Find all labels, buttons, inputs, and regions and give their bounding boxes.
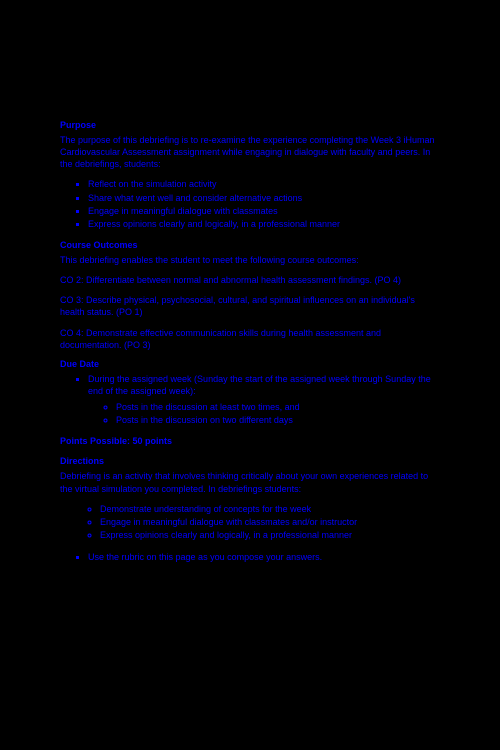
list-item: Express opinions clearly and logically, … xyxy=(100,529,440,541)
list-item: Use the rubric on this page as you compo… xyxy=(88,551,440,563)
list-item: Reflect on the simulation activity xyxy=(88,178,440,190)
purpose-heading: Purpose xyxy=(60,120,440,130)
outcomes-heading: Course Outcomes xyxy=(60,240,440,250)
list-item: Posts in the discussion on two different… xyxy=(116,414,440,426)
purpose-list: Reflect on the simulation activity Share… xyxy=(60,178,440,230)
directions-text: Debriefing is an activity that involves … xyxy=(60,470,440,494)
document-page: Purpose The purpose of this debriefing i… xyxy=(0,0,500,593)
directions-sublist: Demonstrate understanding of concepts fo… xyxy=(72,503,440,541)
points-text: Points Possible: 50 points xyxy=(60,436,440,446)
due-list: During the assigned week (Sunday the sta… xyxy=(60,373,440,427)
outcome-co2: CO 2: Differentiate between normal and a… xyxy=(60,274,440,286)
directions-heading: Directions xyxy=(60,456,440,466)
list-item: Engage in meaningful dialogue with class… xyxy=(88,205,440,217)
list-item: Express opinions clearly and logically, … xyxy=(88,218,440,230)
due-heading: Due Date xyxy=(60,359,440,369)
outcomes-intro: This debriefing enables the student to m… xyxy=(60,254,440,266)
purpose-text: The purpose of this debriefing is to re-… xyxy=(60,134,440,170)
list-item: Demonstrate understanding of concepts fo… xyxy=(100,503,440,515)
list-item: Share what went well and consider altern… xyxy=(88,192,440,204)
directions-list2: Use the rubric on this page as you compo… xyxy=(60,551,440,563)
outcome-co3: CO 3: Describe physical, psychosocial, c… xyxy=(60,294,440,318)
list-item: Posts in the discussion at least two tim… xyxy=(116,401,440,413)
due-sublist: Posts in the discussion at least two tim… xyxy=(88,401,440,426)
list-item: Engage in meaningful dialogue with class… xyxy=(100,516,440,528)
list-item: During the assigned week (Sunday the sta… xyxy=(88,373,440,427)
due-item-text: During the assigned week (Sunday the sta… xyxy=(88,374,431,396)
outcome-co4: CO 4: Demonstrate effective communicatio… xyxy=(60,327,440,351)
